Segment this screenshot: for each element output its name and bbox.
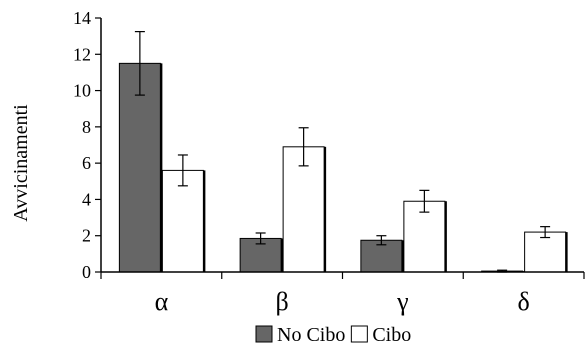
- plot-area: 0 2 4 6 8 10 12 14 α β γ δ: [73, 8, 584, 316]
- y-tick-label-7: 14: [73, 8, 91, 28]
- legend-swatch-1: [351, 326, 367, 342]
- y-tick-label-5: 10: [73, 81, 91, 101]
- y-tick-label-6: 12: [73, 44, 91, 64]
- x-tick-label-2: γ: [396, 287, 409, 316]
- y-tick-label-3: 6: [82, 153, 91, 173]
- legend-label-0: No Cibo: [277, 324, 345, 346]
- y-axis-label: Avvicinamenti: [10, 104, 32, 222]
- legend: No Cibo Cibo: [256, 324, 411, 346]
- legend-label-1: Cibo: [372, 324, 411, 346]
- y-tick-label-0: 0: [82, 262, 91, 282]
- y-tick-label-1: 2: [82, 226, 91, 246]
- legend-swatch-0: [256, 326, 272, 342]
- x-tick-label-1: β: [276, 287, 289, 316]
- y-tick-label-4: 8: [82, 117, 91, 137]
- y-tick-label-2: 4: [82, 189, 91, 209]
- x-tick-label-0: α: [155, 287, 169, 316]
- x-tick-label-3: δ: [517, 287, 529, 316]
